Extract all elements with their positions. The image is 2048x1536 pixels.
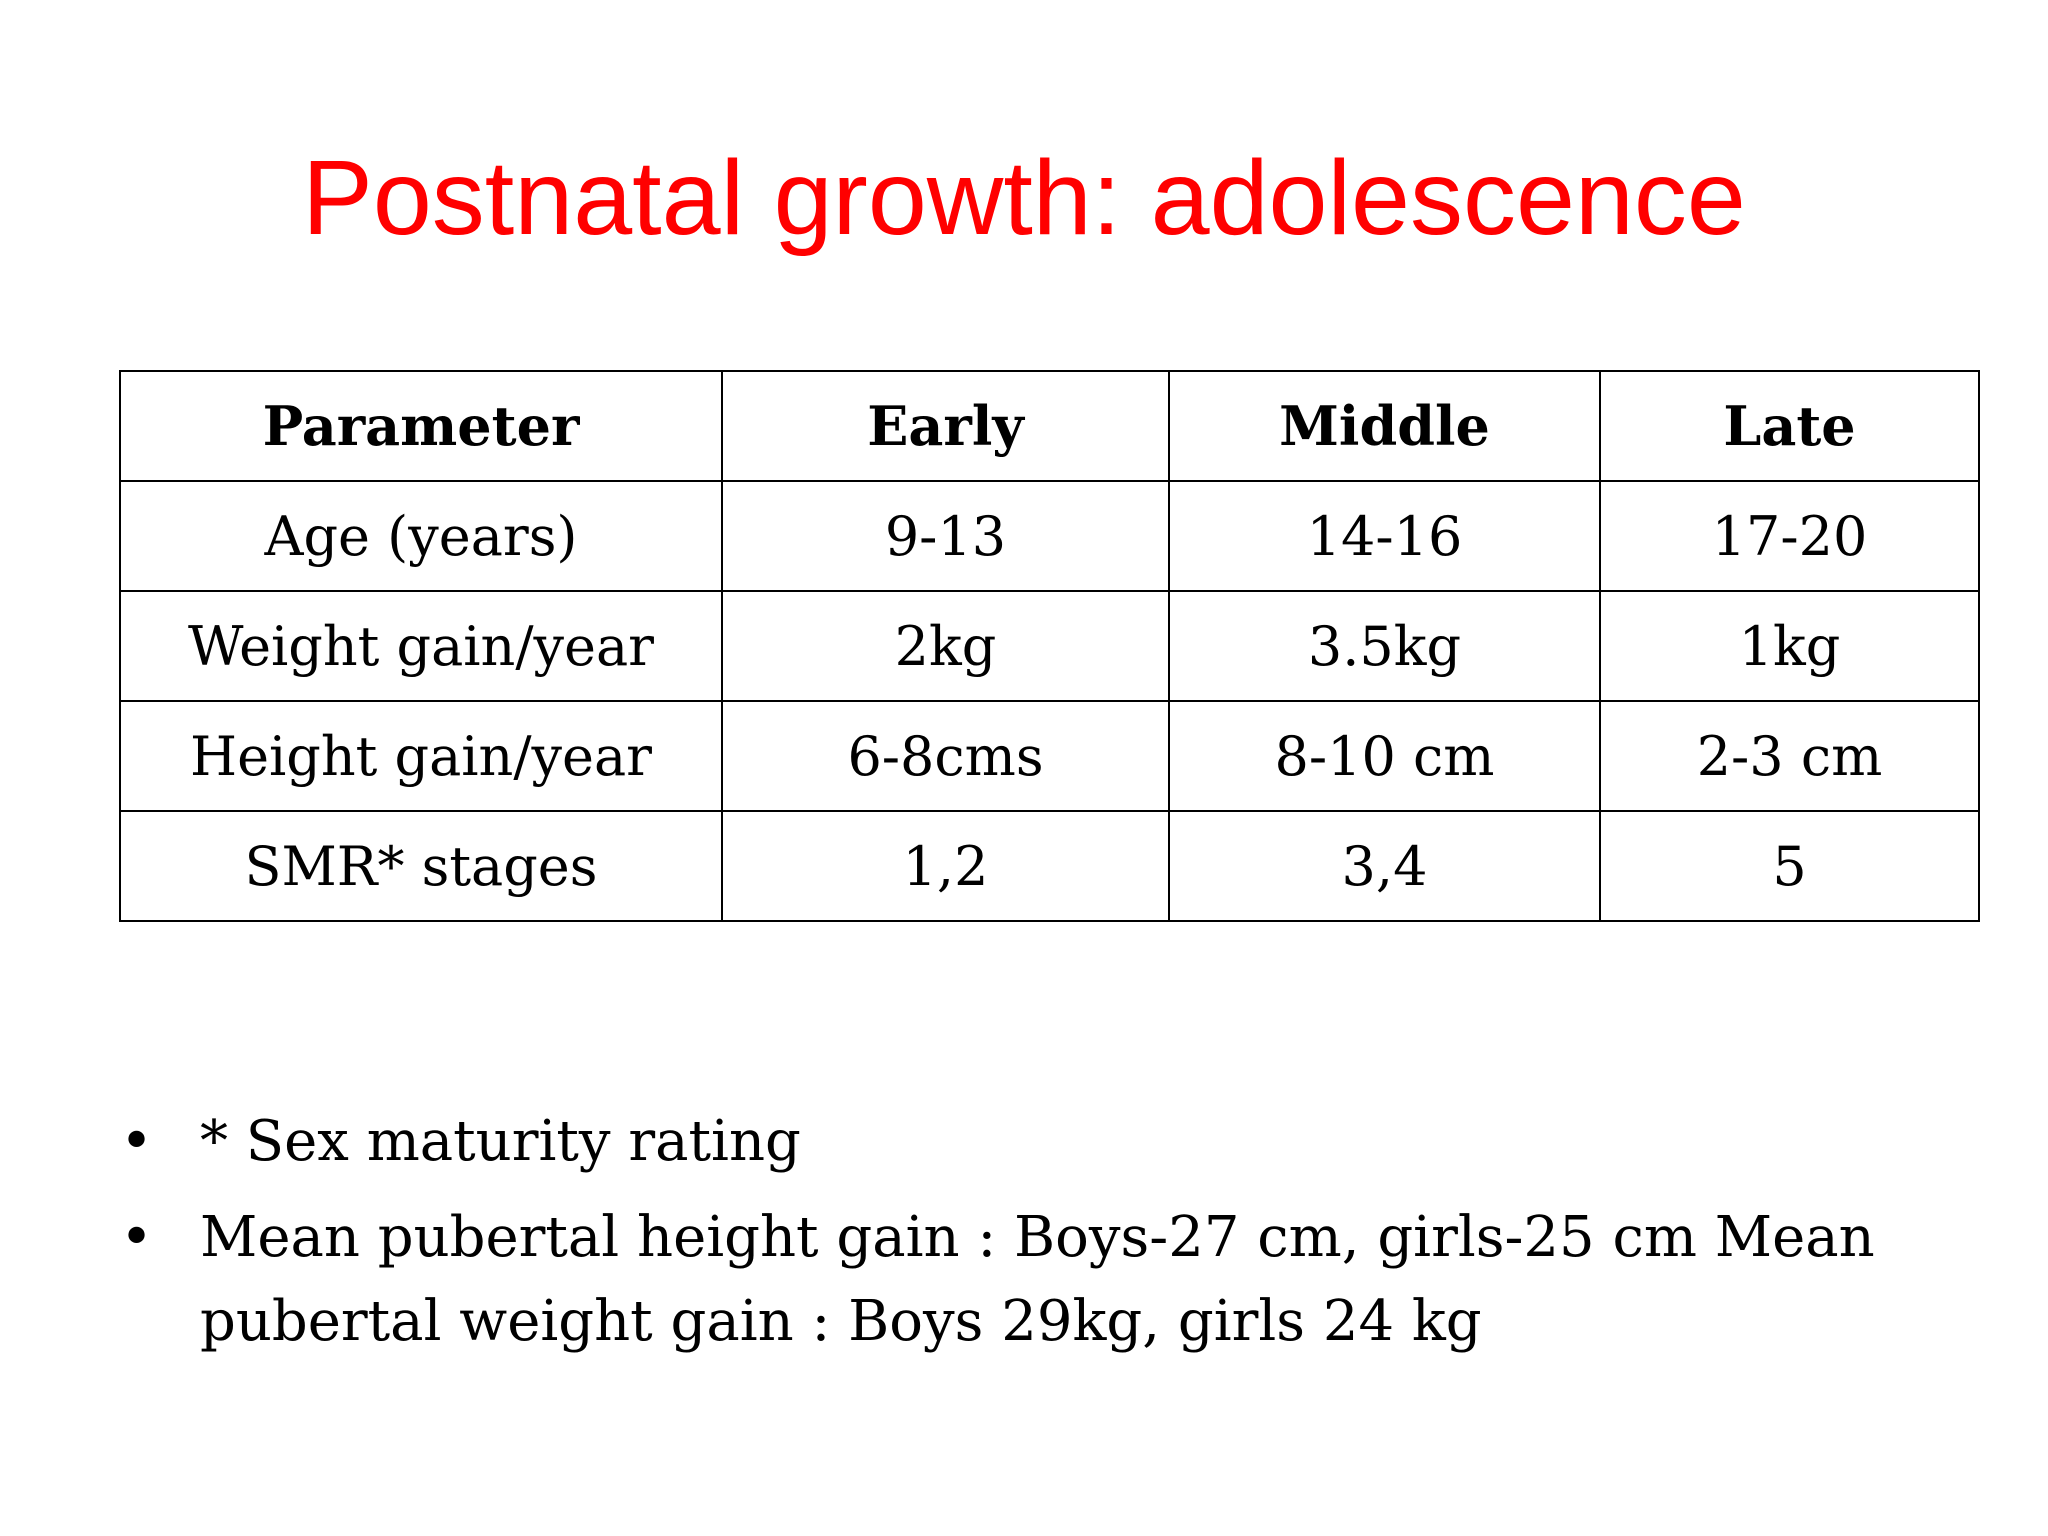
growth-table: Parameter Early Middle Late Age (years) … bbox=[119, 370, 1980, 922]
table-row: SMR* stages 1,2 3,4 5 bbox=[119, 810, 1980, 922]
bullet-text: Mean pubertal height gain : Boys-27 cm, … bbox=[200, 1205, 1875, 1354]
bullet-item-mean-gain: • Mean pubertal height gain : Boys-27 cm… bbox=[120, 1196, 1980, 1364]
header-late: Late bbox=[1599, 370, 1980, 482]
cell-early: 6-8cms bbox=[721, 700, 1170, 812]
bullet-text: * Sex maturity rating bbox=[200, 1109, 801, 1174]
header-early: Early bbox=[721, 370, 1170, 482]
cell-early: 2kg bbox=[721, 590, 1170, 702]
cell-parameter: Age (years) bbox=[119, 480, 723, 592]
cell-late: 1kg bbox=[1599, 590, 1980, 702]
cell-parameter: SMR* stages bbox=[119, 810, 723, 922]
cell-late: 5 bbox=[1599, 810, 1980, 922]
table-row: Weight gain/year 2kg 3.5kg 1kg bbox=[119, 590, 1980, 702]
cell-middle: 3.5kg bbox=[1168, 590, 1601, 702]
bullet-item-footnote: • * Sex maturity rating bbox=[120, 1100, 1980, 1184]
cell-parameter: Height gain/year bbox=[119, 700, 723, 812]
cell-early: 9-13 bbox=[721, 480, 1170, 592]
slide-title: Postnatal growth: adolescence bbox=[302, 139, 1746, 257]
cell-middle: 8-10 cm bbox=[1168, 700, 1601, 812]
cell-late: 17-20 bbox=[1599, 480, 1980, 592]
bullet-dot-icon: • bbox=[120, 1205, 154, 1270]
cell-parameter: Weight gain/year bbox=[119, 590, 723, 702]
bullet-list: • * Sex maturity rating • Mean pubertal … bbox=[120, 1100, 1980, 1376]
bullet-dot-icon: • bbox=[120, 1109, 154, 1174]
cell-middle: 3,4 bbox=[1168, 810, 1601, 922]
cell-late: 2-3 cm bbox=[1599, 700, 1980, 812]
cell-middle: 14-16 bbox=[1168, 480, 1601, 592]
header-middle: Middle bbox=[1168, 370, 1601, 482]
table-header-row: Parameter Early Middle Late bbox=[119, 370, 1980, 482]
header-parameter: Parameter bbox=[119, 370, 723, 482]
table-row: Age (years) 9-13 14-16 17-20 bbox=[119, 480, 1980, 592]
cell-early: 1,2 bbox=[721, 810, 1170, 922]
table-row: Height gain/year 6-8cms 8-10 cm 2-3 cm bbox=[119, 700, 1980, 812]
